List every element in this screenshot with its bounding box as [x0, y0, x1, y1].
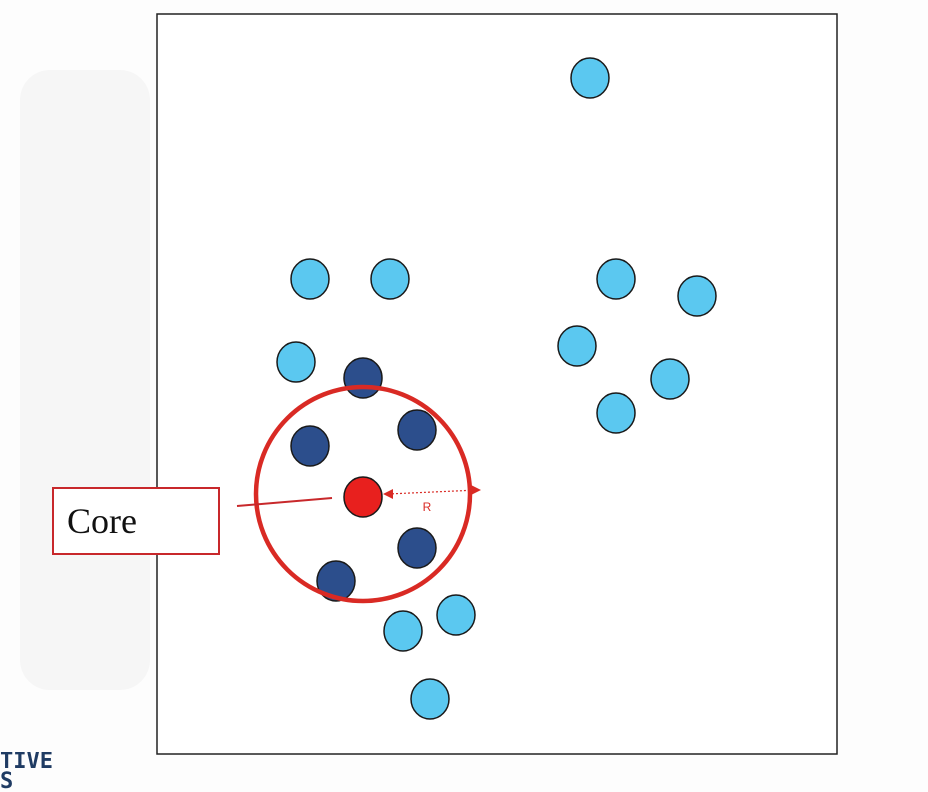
data-point — [570, 57, 610, 99]
neighbor-point — [343, 357, 383, 399]
core-point — [343, 476, 383, 518]
data-point — [410, 678, 450, 720]
core-label-box: Core — [52, 487, 220, 555]
radius-arrow — [383, 485, 481, 499]
core-label: Core — [67, 501, 137, 541]
data-point — [290, 258, 330, 300]
neighbor-point — [290, 425, 330, 467]
data-point — [677, 275, 717, 317]
brand-text-line2: S — [0, 769, 14, 792]
radius-label: R — [423, 500, 432, 514]
plot-frame — [156, 13, 838, 755]
brand-logo: TIVE S — [0, 752, 60, 792]
neighbor-point — [397, 409, 437, 451]
data-point — [276, 341, 316, 383]
data-point — [557, 325, 597, 367]
core-connector-line — [236, 497, 333, 507]
background-shape — [20, 70, 150, 690]
radius-circle — [253, 384, 473, 604]
neighbor-point — [397, 527, 437, 569]
neighbor-point — [316, 560, 356, 602]
data-point — [383, 610, 423, 652]
data-point — [650, 358, 690, 400]
brand-text-line1: TIVE — [0, 752, 53, 774]
data-point — [370, 258, 410, 300]
border-points-group — [276, 57, 717, 720]
data-point — [436, 594, 476, 636]
data-point — [596, 258, 636, 300]
data-point — [596, 392, 636, 434]
